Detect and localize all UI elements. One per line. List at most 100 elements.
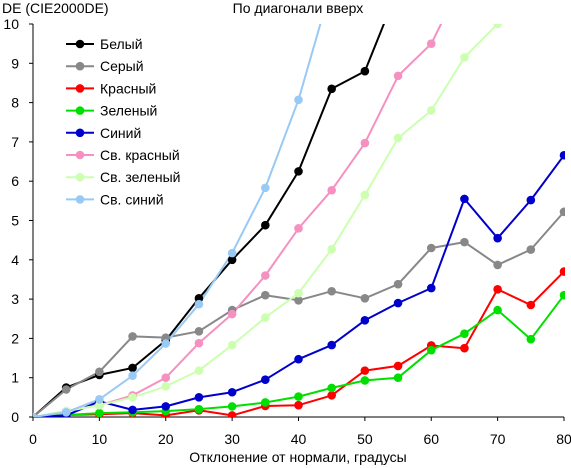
y-tick-label: 6 — [11, 173, 19, 189]
data-point-5 — [360, 316, 370, 325]
x-tick-label: 10 — [92, 431, 108, 447]
series-line-8 — [33, 24, 322, 417]
legend-label: Синий — [100, 125, 141, 141]
data-point-5 — [460, 194, 469, 204]
x-tick-label: 30 — [224, 431, 240, 447]
legend-swatch-marker — [75, 84, 85, 93]
chart-title: По диагонали вверх — [233, 0, 364, 16]
data-point-5 — [161, 402, 171, 411]
data-point-1 — [294, 167, 303, 176]
data-point-2 — [261, 290, 270, 300]
data-point-3 — [526, 300, 536, 310]
y-tick-label: 1 — [11, 370, 19, 386]
data-point-6 — [327, 185, 336, 195]
data-point-2 — [426, 243, 436, 253]
data-point-5 — [194, 393, 204, 402]
data-point-5 — [261, 375, 270, 384]
x-tick-label: 80 — [556, 431, 571, 447]
legend-swatch-marker — [75, 39, 85, 49]
legend-label: Зеленый — [100, 103, 157, 119]
data-point-2 — [294, 295, 303, 305]
series-line-1 — [33, 24, 385, 417]
data-point-2 — [95, 367, 104, 377]
data-point-3 — [460, 343, 469, 353]
data-point-8 — [161, 339, 171, 348]
data-point-4 — [360, 376, 370, 385]
data-point-7 — [327, 244, 336, 254]
data-point-4 — [95, 408, 104, 417]
data-point-6 — [426, 39, 436, 48]
x-tick-label: 70 — [490, 431, 506, 447]
legend-label: Серый — [100, 58, 144, 74]
data-point-1 — [194, 294, 204, 303]
axes: 0 1 2 3 4 5 6 7 8 9 10 0 10 20 30 40 50 60 70 80 — [3, 16, 571, 447]
data-point-4 — [460, 329, 469, 338]
y-tick-label: 4 — [11, 252, 19, 268]
data-point-3 — [360, 366, 370, 375]
y-tick-label: 8 — [11, 95, 19, 111]
legend-label: Белый — [100, 36, 143, 52]
data-point-7 — [261, 313, 270, 322]
data-point-7 — [294, 288, 303, 298]
legend-label: Красный — [100, 80, 156, 96]
data-point-4 — [327, 383, 336, 393]
legend-swatch-marker — [75, 172, 85, 182]
data-point-2 — [526, 245, 536, 254]
y-axis-label: DE (CIE2000DE) — [2, 0, 109, 16]
data-point-7 — [95, 400, 104, 410]
data-point-5 — [526, 195, 536, 205]
data-point-5 — [128, 405, 137, 415]
data-point-7 — [194, 366, 204, 375]
data-point-7 — [460, 53, 469, 62]
data-point-8 — [128, 371, 137, 381]
data-point-7 — [161, 382, 171, 391]
x-tick-label: 0 — [29, 431, 37, 447]
data-point-7 — [128, 393, 137, 402]
data-point-2 — [493, 260, 502, 270]
y-tick-label: 9 — [11, 55, 19, 71]
data-point-3 — [294, 400, 303, 410]
data-point-4 — [261, 398, 270, 407]
data-point-3 — [227, 411, 237, 417]
data-point-6 — [294, 224, 303, 233]
x-tick-label: 20 — [158, 431, 174, 447]
data-point-6 — [194, 338, 204, 348]
data-point-7 — [227, 340, 237, 350]
data-point-4 — [227, 402, 237, 411]
data-point-6 — [161, 373, 171, 383]
data-point-8 — [294, 95, 303, 105]
data-point-5 — [393, 298, 403, 308]
legend: Белый Серый Красный Зеленый Синий Св. красный… — [66, 36, 180, 207]
data-point-2 — [194, 327, 204, 336]
data-point-2 — [460, 237, 469, 247]
data-point-2 — [327, 286, 336, 296]
legend-swatch-marker — [75, 195, 85, 204]
data-point-1 — [128, 363, 137, 373]
legend-label: Св. красный — [100, 147, 180, 163]
legend-label: Св. синий — [100, 191, 164, 207]
data-point-6 — [261, 271, 270, 280]
x-axis-label: Отклонение от нормали, градусы — [189, 449, 406, 465]
x-tick-label: 40 — [291, 431, 307, 447]
data-point-2 — [559, 207, 565, 217]
data-point-5 — [327, 340, 336, 350]
series-points — [33, 24, 565, 417]
data-point-3 — [493, 284, 502, 294]
data-point-8 — [33, 412, 38, 417]
data-point-7 — [393, 133, 403, 143]
y-tick-label: 5 — [11, 213, 19, 229]
data-point-5 — [426, 283, 436, 293]
data-point-7 — [493, 24, 502, 29]
data-point-8 — [261, 183, 270, 193]
y-tick-label: 2 — [11, 330, 19, 346]
data-point-6 — [227, 309, 237, 319]
series-line-6 — [33, 24, 443, 417]
data-point-4 — [426, 345, 436, 355]
legend-swatch-marker — [75, 61, 85, 71]
data-point-2 — [61, 385, 71, 394]
y-tick-label: 3 — [11, 291, 19, 307]
data-point-3 — [327, 391, 336, 400]
data-point-5 — [294, 354, 303, 364]
x-tick-label: 50 — [357, 431, 373, 447]
data-point-4 — [194, 404, 204, 414]
